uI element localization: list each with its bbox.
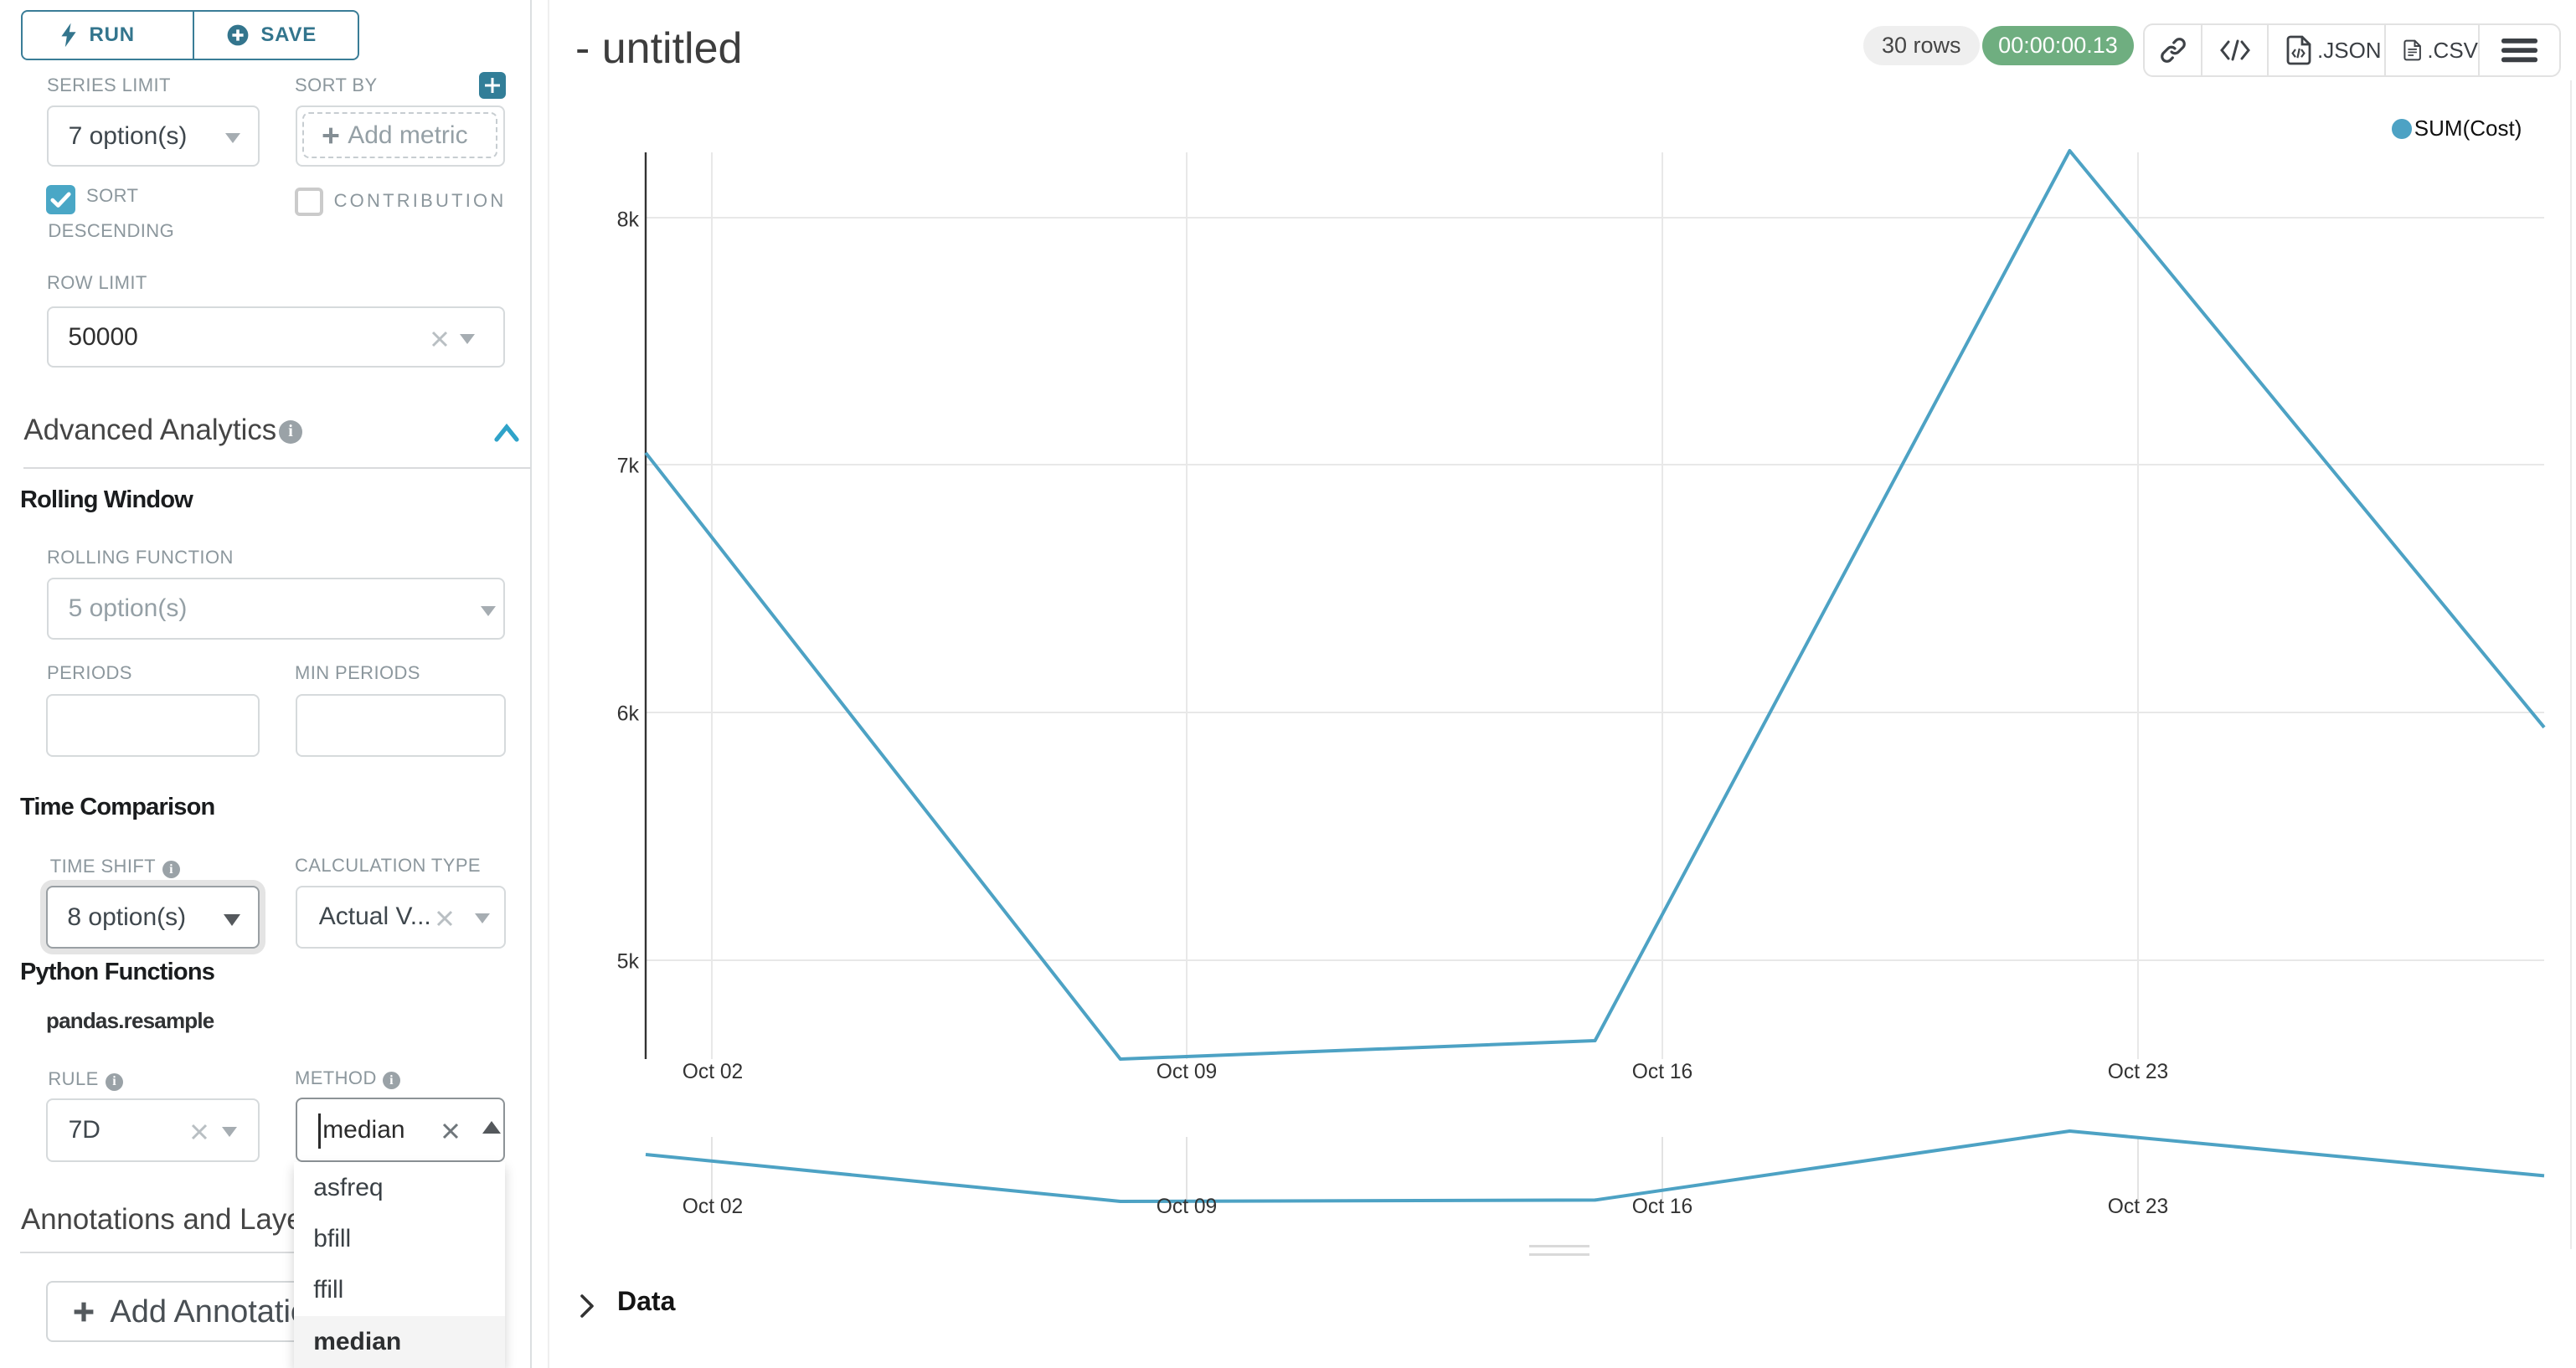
svg-text:Oct 16: Oct 16 (1632, 1061, 1692, 1083)
svg-text:Oct 02: Oct 02 (683, 1061, 743, 1083)
svg-text:6k: 6k (617, 702, 640, 726)
svg-text:Oct 23: Oct 23 (2108, 1196, 2168, 1218)
svg-text:Oct 16: Oct 16 (1632, 1196, 1692, 1218)
svg-text:5k: 5k (617, 950, 640, 974)
svg-text:Oct 09: Oct 09 (1157, 1061, 1217, 1083)
svg-text:Oct 09: Oct 09 (1157, 1196, 1217, 1218)
svg-text:7k: 7k (617, 455, 640, 478)
svg-text:Oct 23: Oct 23 (2108, 1061, 2168, 1083)
svg-text:8k: 8k (617, 208, 640, 232)
svg-text:Oct 02: Oct 02 (683, 1196, 743, 1218)
